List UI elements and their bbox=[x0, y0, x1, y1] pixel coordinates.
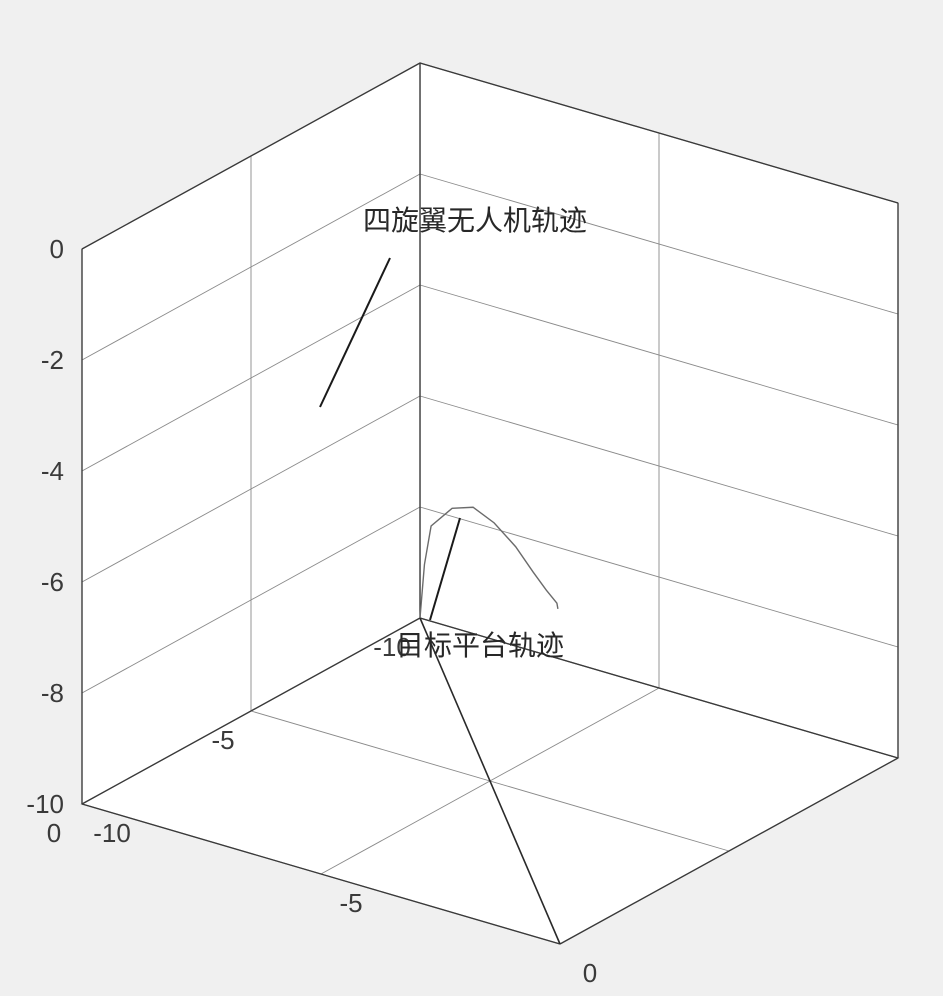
svg-text:-5: -5 bbox=[211, 725, 234, 755]
svg-text:-4: -4 bbox=[41, 456, 64, 486]
svg-text:0: 0 bbox=[583, 958, 597, 988]
svg-text:-2: -2 bbox=[41, 345, 64, 375]
svg-text:-10: -10 bbox=[93, 818, 131, 848]
svg-text:-5: -5 bbox=[339, 888, 362, 918]
drone_label-text: 四旋翼无人机轨迹 bbox=[363, 205, 587, 237]
svg-text:-10: -10 bbox=[26, 789, 64, 819]
svg-text:-8: -8 bbox=[41, 678, 64, 708]
svg-text:-6: -6 bbox=[41, 567, 64, 597]
svg-text:0: 0 bbox=[50, 234, 64, 264]
platform_label-text: 目标平台轨迹 bbox=[396, 630, 564, 662]
svg-text:0: 0 bbox=[47, 818, 61, 848]
chart-3d-container: -10-8-6-4-20-10-50-10-50四旋翼无人机轨迹目标平台轨迹 bbox=[0, 0, 943, 996]
plot-svg: -10-8-6-4-20-10-50-10-50四旋翼无人机轨迹目标平台轨迹 bbox=[0, 0, 943, 996]
